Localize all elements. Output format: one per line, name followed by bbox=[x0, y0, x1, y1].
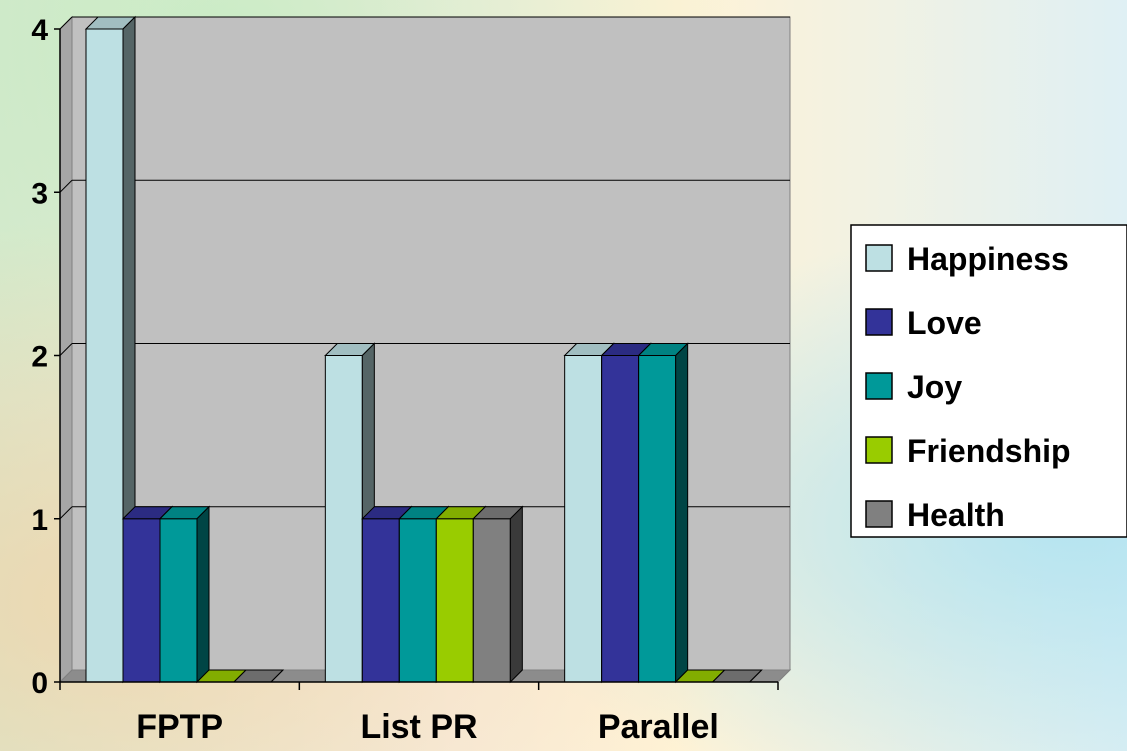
legend-label: Love bbox=[907, 305, 982, 341]
bar-side bbox=[675, 342, 689, 684]
bar-front bbox=[564, 355, 603, 683]
bar bbox=[472, 505, 524, 684]
bar-front bbox=[601, 355, 640, 683]
y-tick-label: 1 bbox=[31, 504, 48, 537]
y-tick-label: 0 bbox=[31, 667, 48, 700]
y-tick-label: 4 bbox=[31, 14, 48, 47]
x-tick-label: Parallel bbox=[598, 708, 719, 746]
gridline-diag bbox=[59, 179, 73, 193]
bar-side bbox=[270, 669, 284, 683]
bar-front bbox=[122, 518, 161, 683]
bar-side bbox=[509, 505, 523, 684]
legend-label: Health bbox=[907, 497, 1005, 533]
bar-front bbox=[638, 355, 677, 683]
legend-item: Health bbox=[865, 497, 1005, 533]
axes: 0 1 2 3 4 FPTP List PR Parallel bbox=[31, 14, 779, 746]
legend-label: Friendship bbox=[907, 433, 1071, 469]
bar-front bbox=[85, 28, 124, 683]
gridline-diag bbox=[59, 343, 73, 356]
legend-swatch bbox=[865, 500, 893, 528]
x-tick-label: FPTP bbox=[136, 708, 223, 746]
bar bbox=[158, 505, 211, 684]
bar-side bbox=[196, 505, 210, 684]
gridline-diag bbox=[59, 506, 73, 520]
bar-front bbox=[472, 518, 511, 683]
legend-swatch bbox=[865, 372, 893, 400]
bar bbox=[637, 342, 689, 684]
bar-side bbox=[749, 669, 763, 683]
x-tick-label: List PR bbox=[360, 708, 477, 746]
legend: Happiness Love Joy Friendship Health bbox=[850, 224, 1127, 538]
bar-front bbox=[324, 355, 363, 683]
y-tick-label: 2 bbox=[31, 341, 48, 374]
legend-item: Joy bbox=[865, 369, 962, 405]
y-tick-label: 3 bbox=[31, 177, 48, 210]
legend-box bbox=[850, 224, 1127, 538]
legend-label: Happiness bbox=[907, 241, 1069, 277]
legend-swatch bbox=[865, 308, 893, 336]
legend-item: Friendship bbox=[865, 433, 1071, 469]
legend-swatch bbox=[865, 436, 893, 464]
legend-label: Joy bbox=[907, 369, 962, 405]
legend-item: Love bbox=[865, 305, 982, 341]
bar-front bbox=[435, 518, 474, 683]
gridline-diag bbox=[59, 16, 73, 30]
bar-front bbox=[398, 518, 437, 683]
legend-swatch bbox=[865, 244, 893, 272]
bar-front bbox=[159, 518, 198, 683]
legend-item: Happiness bbox=[865, 241, 1069, 277]
bar-front bbox=[361, 518, 400, 683]
